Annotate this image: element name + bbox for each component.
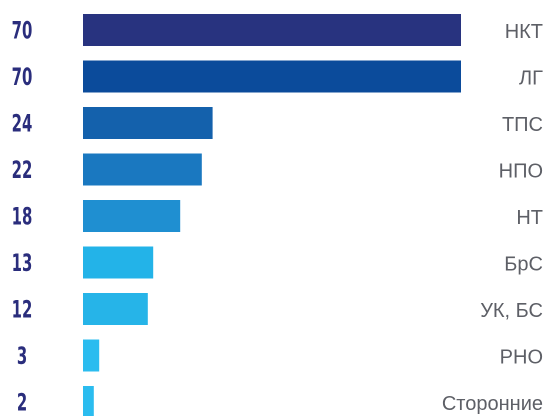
- value-label-4: 22: [12, 155, 33, 184]
- value-label-6: 13: [12, 248, 33, 277]
- category-labels-layer: НКТ ЛГ ТПС НПО НТ БрС УК, БС РНО Сторонние: [442, 21, 543, 415]
- bar-9: [83, 386, 94, 416]
- category-label-5: НТ: [516, 207, 543, 229]
- value-label-5: 18: [12, 202, 33, 231]
- bar-5: [83, 200, 181, 232]
- value-label-9: 2: [17, 388, 27, 416]
- bars-layer: [83, 14, 461, 416]
- value-label-2: 70: [12, 62, 33, 91]
- category-label-2: ЛГ: [519, 68, 543, 90]
- bar-7: [83, 293, 148, 325]
- category-label-6: БрС: [504, 254, 543, 276]
- category-label-1: НКТ: [505, 21, 543, 43]
- value-label-3: 24: [12, 109, 33, 138]
- bar-6: [83, 246, 154, 279]
- bar-8: [83, 339, 100, 372]
- category-label-3: ТПС: [502, 114, 543, 136]
- bar-1: [83, 14, 461, 46]
- value-labels-layer: 70 70 24 22 18 13 12 3 2: [12, 16, 33, 416]
- category-label-7: УК, БС: [480, 300, 543, 322]
- category-label-4: НПО: [499, 161, 543, 183]
- bar-3: [83, 107, 213, 139]
- category-label-9: Сторонние: [442, 393, 543, 415]
- value-label-7: 12: [12, 295, 33, 324]
- category-label-8: РНО: [500, 347, 543, 369]
- value-label-8: 3: [17, 341, 27, 370]
- bar-2: [83, 60, 461, 93]
- bar-4: [83, 153, 202, 186]
- value-label-1: 70: [12, 16, 33, 45]
